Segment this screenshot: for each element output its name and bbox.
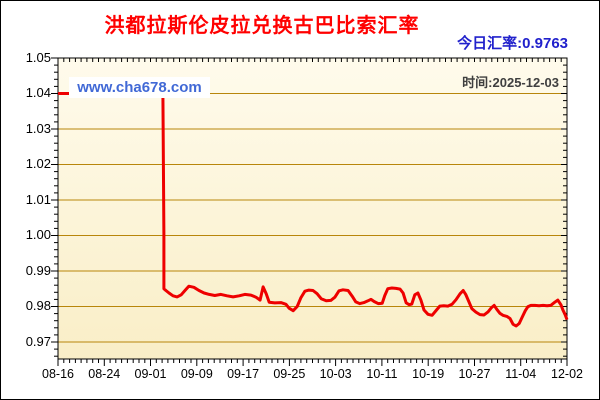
y-axis-tick-label: 1.01: [25, 191, 51, 207]
axis-ticks: [51, 57, 568, 366]
today-rate-text: 今日汇率:0.9763: [457, 35, 568, 52]
y-axis-tick-label: 1.03: [25, 120, 51, 136]
x-axis-tick-label: 12-02: [551, 367, 583, 381]
x-axis-tick-label: 08-24: [88, 367, 121, 381]
x-axis-tick-label: 08-16: [42, 367, 74, 381]
page-title: 洪都拉斯伦皮拉兑换古巴比索汇率: [104, 15, 420, 37]
y-axis-tick-label: 0.99: [25, 262, 51, 278]
plot-border: [57, 57, 568, 360]
x-axis-tick-label: 10-11: [366, 367, 398, 381]
y-axis-tick-label: 1.02: [25, 156, 51, 172]
watermark-link: www.cha678.com: [69, 77, 210, 98]
x-axis-tick-label: 10-03: [319, 367, 352, 381]
x-axis-tick-label: 09-09: [180, 367, 213, 381]
y-axis-tick-label: 0.97: [25, 333, 51, 349]
y-gridlines: [58, 93, 567, 343]
x-axis-tick-label: 10-27: [458, 367, 491, 381]
plot-background: [58, 58, 567, 359]
x-axis-tick-label: 09-17: [227, 367, 260, 381]
x-axis-tick-label: 11-04: [505, 367, 537, 381]
rate-line-series: [58, 92, 569, 328]
x-axis-tick-label: 10-19: [412, 367, 445, 381]
x-axis-tick-label: 09-01: [134, 367, 167, 381]
chart-date-label: 时间:2025-12-03: [462, 75, 559, 90]
y-axis-tick-label: 1.00: [25, 227, 51, 243]
x-axis-tick-label: 09-25: [273, 367, 306, 381]
y-axis-tick-label: 0.98: [25, 298, 51, 314]
y-axis-tick-label: 1.05: [25, 50, 51, 65]
y-axis-tick-label: 1.04: [25, 85, 51, 101]
